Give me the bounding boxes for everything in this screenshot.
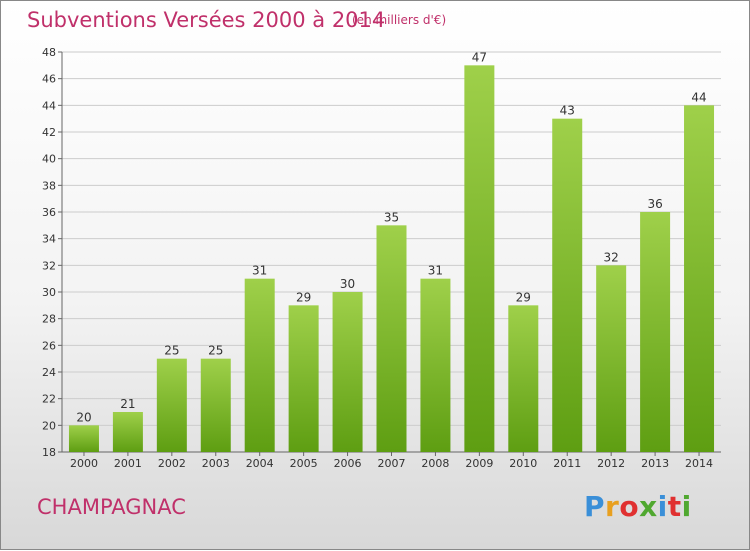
logo-letter: i — [681, 490, 692, 523]
bar — [684, 105, 715, 452]
y-tick-label: 40 — [42, 153, 56, 166]
commune-name: CHAMPAGNAC — [37, 495, 186, 519]
x-tick-label: 2007 — [378, 457, 406, 470]
bar — [640, 212, 671, 452]
logo-letter: i — [657, 490, 668, 523]
y-tick-label: 32 — [42, 259, 56, 272]
data-label: 31 — [252, 264, 267, 278]
data-label: 29 — [516, 290, 531, 304]
y-tick-label: 34 — [42, 233, 56, 246]
data-label: 36 — [647, 197, 662, 211]
x-tick-label: 2008 — [421, 457, 449, 470]
data-label: 43 — [560, 104, 575, 118]
logo-letter: P — [584, 490, 606, 523]
y-tick-label: 20 — [42, 419, 56, 432]
data-label: 20 — [76, 410, 91, 424]
y-tick-label: 30 — [42, 286, 56, 299]
x-tick-label: 2009 — [465, 457, 493, 470]
x-tick-label: 2002 — [158, 457, 186, 470]
bar — [68, 425, 99, 452]
bar — [464, 65, 495, 452]
bar — [596, 265, 627, 452]
logo-letter: o — [619, 490, 640, 523]
y-tick-label: 18 — [42, 446, 56, 459]
data-label: 21 — [120, 397, 135, 411]
chart-subtitle: (en milliers d'€) — [352, 13, 447, 27]
bar — [244, 278, 275, 452]
y-tick-label: 28 — [42, 313, 56, 326]
chart-title: Subventions Versées 2000 à 2014 — [27, 8, 386, 32]
data-label: 35 — [384, 210, 399, 224]
x-tick-label: 2004 — [246, 457, 274, 470]
bar — [200, 358, 231, 452]
data-label: 32 — [604, 250, 619, 264]
data-label: 31 — [428, 264, 443, 278]
x-tick-label: 2011 — [553, 457, 581, 470]
x-tick-label: 2000 — [70, 457, 98, 470]
x-tick-label: 2003 — [202, 457, 230, 470]
logo-letter: r — [605, 490, 620, 523]
proxiti-logo[interactable]: Proxiti — [584, 490, 692, 523]
bar — [420, 278, 451, 452]
y-tick-label: 22 — [42, 393, 56, 406]
bar — [156, 358, 187, 452]
data-label: 29 — [296, 290, 311, 304]
bar — [376, 225, 407, 452]
x-tick-label: 2013 — [641, 457, 669, 470]
x-tick-label: 2012 — [597, 457, 625, 470]
bar — [552, 118, 583, 453]
x-tick-label: 2014 — [685, 457, 713, 470]
data-label: 44 — [691, 90, 706, 104]
y-tick-label: 24 — [42, 366, 56, 379]
bar — [508, 305, 539, 452]
bar — [332, 292, 363, 452]
bars — [68, 65, 715, 453]
data-label: 30 — [340, 277, 355, 291]
y-tick-label: 46 — [42, 73, 56, 86]
logo-letter: t — [667, 490, 682, 523]
data-label: 47 — [472, 50, 487, 64]
x-tick-label: 2006 — [334, 457, 362, 470]
y-tick-label: 36 — [42, 206, 56, 219]
labels: 18 20 22 24 26 28 30 32 34 36 38 40 42 44 46 48 20 2000 21… — [42, 46, 713, 470]
x-tick-label: 2010 — [509, 457, 537, 470]
bar — [112, 412, 143, 452]
y-tick-label: 44 — [42, 99, 56, 112]
y-tick-label: 38 — [42, 179, 56, 192]
y-tick-label: 48 — [42, 46, 56, 59]
x-tick-label: 2005 — [290, 457, 318, 470]
x-tick-label: 2001 — [114, 457, 142, 470]
data-label: 25 — [208, 344, 223, 358]
y-tick-label: 42 — [42, 126, 56, 139]
bar — [288, 305, 319, 452]
y-tick-label: 26 — [42, 339, 56, 352]
logo-letter: x — [639, 490, 658, 523]
data-label: 25 — [164, 344, 179, 358]
